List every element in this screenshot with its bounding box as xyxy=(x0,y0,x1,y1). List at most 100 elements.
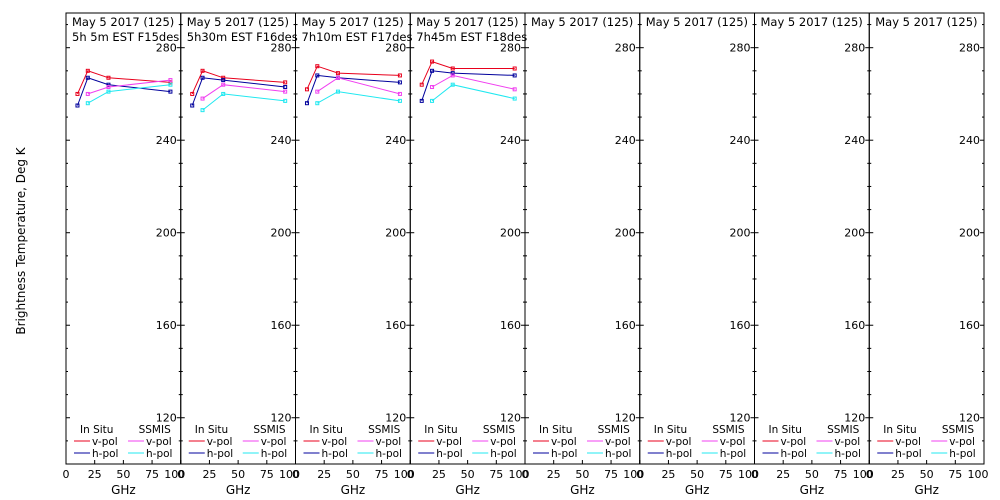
y-tick-label: 200 xyxy=(615,227,636,240)
legend-label-insitu-hpol: h-pol xyxy=(781,448,807,460)
series-line-insitu-v xyxy=(306,65,400,90)
x-axis-title: GHz xyxy=(914,483,939,497)
panel-date: May 5 2017 (125) xyxy=(72,15,174,29)
legend-label-ssmis-hpol: h-pol xyxy=(605,448,631,460)
data-point-ssmis-v xyxy=(450,73,455,78)
x-tick-label: 50 xyxy=(690,468,704,481)
data-point-insitu-h xyxy=(512,73,517,78)
y-tick-label: 240 xyxy=(615,134,636,147)
legend-label-insitu-hpol: h-pol xyxy=(551,448,577,460)
legend-label-insitu-vpol: v-pol xyxy=(551,436,577,448)
data-point-ssmis-h xyxy=(168,82,173,87)
legend-insitu-title: In Situ xyxy=(310,424,343,436)
legend-insitu-title: In Situ xyxy=(769,424,802,436)
panel-date: May 5 2017 (125) xyxy=(302,15,404,29)
y-tick-label: 120 xyxy=(615,412,636,425)
x-axis-title: GHz xyxy=(341,483,366,497)
series-line-ssmis-h xyxy=(202,93,286,111)
y-tick-label: 120 xyxy=(385,412,406,425)
x-tick-label: 25 xyxy=(891,468,905,481)
y-tick-label: 160 xyxy=(730,319,751,332)
data-point-ssmis-h xyxy=(85,101,90,106)
data-point-insitu-h xyxy=(315,73,320,78)
data-point-insitu-v xyxy=(221,75,226,80)
x-tick-label: 50 xyxy=(805,468,819,481)
data-point-ssmis-h xyxy=(106,89,111,94)
y-tick-label: 120 xyxy=(271,412,292,425)
y-tick-label: 200 xyxy=(271,227,292,240)
x-tick-label: 25 xyxy=(432,468,446,481)
panel-5: 120 160 200 240 280 0 25 50 75 100 GHz May 5 2017 (… xyxy=(522,12,644,497)
data-point-insitu-h xyxy=(419,98,424,103)
data-point-insitu-h xyxy=(190,103,195,108)
legend-label-insitu-hpol: h-pol xyxy=(207,448,233,460)
y-tick-label: 120 xyxy=(156,412,177,425)
series-line-ssmis-v xyxy=(87,79,171,95)
panel-6: 120 160 200 240 280 0 25 50 75 100 GHz May 5 2017 (… xyxy=(636,12,759,497)
legend-label-ssmis-hpol: h-pol xyxy=(490,448,516,460)
data-point-insitu-h xyxy=(85,75,90,80)
x-axis-title: GHz xyxy=(226,483,251,497)
x-tick-label: 75 xyxy=(489,468,503,481)
data-point-insitu-v xyxy=(75,91,80,96)
legend-ssmis-title: SSMIS xyxy=(483,424,515,436)
data-point-ssmis-v xyxy=(283,89,288,94)
y-tick-label: 200 xyxy=(500,227,521,240)
x-tick-label: 50 xyxy=(575,468,589,481)
y-tick-label: 200 xyxy=(844,227,865,240)
legend-label-insitu-vpol: v-pol xyxy=(666,436,692,448)
x-tick-label: 25 xyxy=(317,468,331,481)
x-axis-title: GHz xyxy=(800,483,825,497)
data-point-ssmis-v xyxy=(168,78,173,83)
panel-date: May 5 2017 (125) xyxy=(531,15,633,29)
data-point-ssmis-h xyxy=(283,98,288,103)
legend-label-ssmis-vpol: v-pol xyxy=(835,436,861,448)
panel-subtitle: 7h10m EST F17des xyxy=(302,30,413,44)
legend-label-insitu-vpol: v-pol xyxy=(322,436,348,448)
data-point-ssmis-v xyxy=(106,85,111,90)
y-tick-label: 200 xyxy=(730,227,751,240)
x-tick-label: 100 xyxy=(853,468,874,481)
data-point-ssmis-v xyxy=(512,87,517,92)
panel-8: 120 160 200 240 280 0 25 50 75 100 GHz May 5 2017 (… xyxy=(866,12,989,497)
data-point-insitu-v xyxy=(283,80,288,85)
x-tick-label: 100 xyxy=(164,468,185,481)
legend-label-ssmis-vpol: v-pol xyxy=(376,436,402,448)
data-point-ssmis-v xyxy=(85,91,90,96)
series-line-ssmis-h xyxy=(87,84,171,104)
data-point-ssmis-v xyxy=(430,85,435,90)
data-point-insitu-v xyxy=(168,80,173,85)
legend-label-ssmis-vpol: v-pol xyxy=(261,436,287,448)
legend-label-insitu-hpol: h-pol xyxy=(322,448,348,460)
y-tick-label: 240 xyxy=(271,134,292,147)
data-point-insitu-v xyxy=(200,68,205,73)
data-point-insitu-h xyxy=(168,89,173,94)
x-tick-label: 0 xyxy=(751,468,758,481)
legend-ssmis-title: SSMIS xyxy=(712,424,744,436)
y-tick-label: 120 xyxy=(844,412,865,425)
y-tick-label: 160 xyxy=(156,319,177,332)
data-point-insitu-v xyxy=(304,87,309,92)
x-tick-label: 50 xyxy=(461,468,475,481)
panel-date: May 5 2017 (125) xyxy=(646,15,748,29)
legend-label-ssmis-hpol: h-pol xyxy=(376,448,402,460)
data-point-insitu-v xyxy=(419,82,424,87)
legend-label-ssmis-vpol: v-pol xyxy=(490,436,516,448)
data-point-ssmis-h xyxy=(430,98,435,103)
series-line-insitu-v xyxy=(191,70,286,95)
data-point-insitu-h xyxy=(397,80,402,85)
data-point-ssmis-h xyxy=(315,101,320,106)
y-tick-label: 120 xyxy=(959,412,980,425)
legend-label-insitu-hpol: h-pol xyxy=(436,448,462,460)
legend-label-insitu-vpol: v-pol xyxy=(92,436,118,448)
x-tick-label: 75 xyxy=(948,468,962,481)
x-tick-label: 50 xyxy=(231,468,245,481)
series-line-insitu-h xyxy=(306,74,400,104)
legend-ssmis-title: SSMIS xyxy=(598,424,630,436)
legend-label-ssmis-vpol: v-pol xyxy=(605,436,631,448)
legend-label-ssmis-vpol: v-pol xyxy=(146,436,172,448)
